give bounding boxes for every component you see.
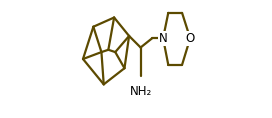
Text: N: N <box>159 32 168 45</box>
Text: NH₂: NH₂ <box>129 85 152 98</box>
Text: O: O <box>186 32 195 45</box>
